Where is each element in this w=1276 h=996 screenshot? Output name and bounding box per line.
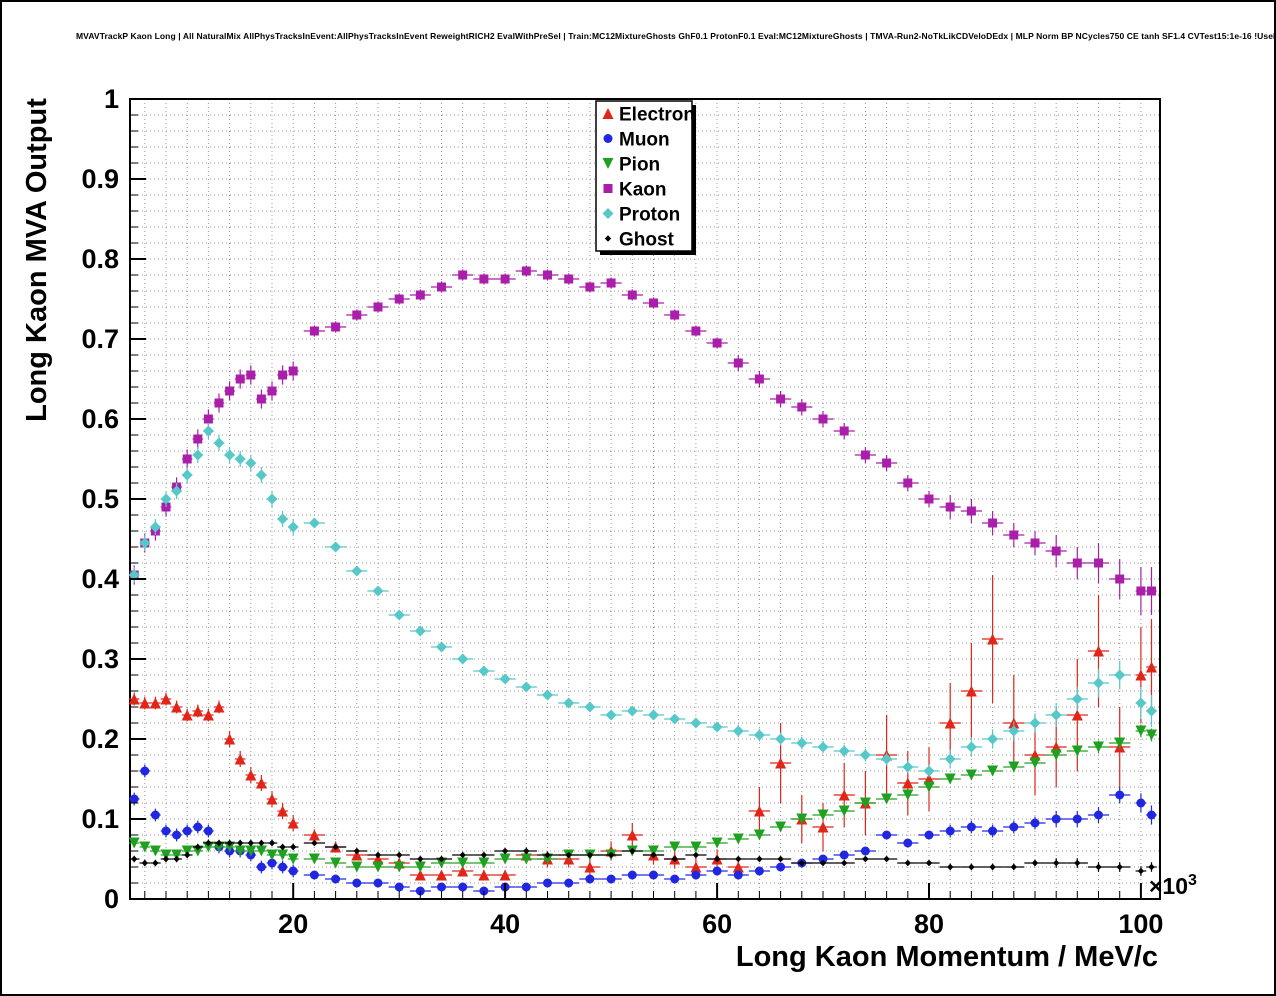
y-tick-label: 0.8 [81,244,119,274]
y-tick-label: 0.1 [81,804,119,834]
x-tick-label: 60 [702,909,732,939]
y-tick-label: 0.4 [81,564,119,594]
legend-label: Electron [619,105,695,126]
x-axis-multiplier: ×103 [1149,872,1197,899]
legend-entry-muon: Muon [603,130,670,151]
legend-entry-pion: Pion [602,155,660,176]
axes: 20 40 60 80 100 0 0.1 0.2 0.3 0.4 0.5 0.6 0.7 0.8 0.9 1 [81,84,1163,939]
series-muon [128,764,1157,896]
legend-label: Ghost [619,230,675,251]
x-tick-label: 20 [278,909,308,939]
y-tick-label: 0.5 [81,484,119,514]
legend-entry-kaon: Kaon [603,180,667,201]
legend-label: Kaon [619,180,667,201]
y-tick-label: 0.6 [81,404,119,434]
series-ghost [128,839,1157,876]
legend-entry-ghost: Ghost [604,230,675,251]
x-tick-label: 40 [490,909,520,939]
x-tick-label: 80 [914,909,944,939]
y-tick-label: 0 [104,884,119,914]
legend: Electron Muon Pion Kaon Proton Ghost [595,100,696,255]
x-axis-title: Long Kaon Momentum / MeV/c [736,941,1158,973]
legend-label: Pion [619,155,660,176]
y-tick-label: 0.3 [81,644,119,674]
y-tick-label: 0.2 [81,724,119,754]
y-axis-title: Long Kaon MVA Output [21,98,53,422]
x-tick-label: 100 [1118,909,1163,939]
y-tick-label: 1 [104,84,119,114]
legend-label: Proton [619,205,680,226]
legend-entry-electron: Electron [602,105,695,126]
plot-title: MVAVTrackP Kaon Long | All NaturalMix Al… [76,31,1276,41]
y-tick-label: 0.7 [81,324,119,354]
legend-entry-proton: Proton [602,205,680,226]
legend-label: Muon [619,130,670,151]
series-proton [128,423,1157,778]
series-pion [128,724,1157,873]
y-tick-label: 0.9 [81,164,119,194]
